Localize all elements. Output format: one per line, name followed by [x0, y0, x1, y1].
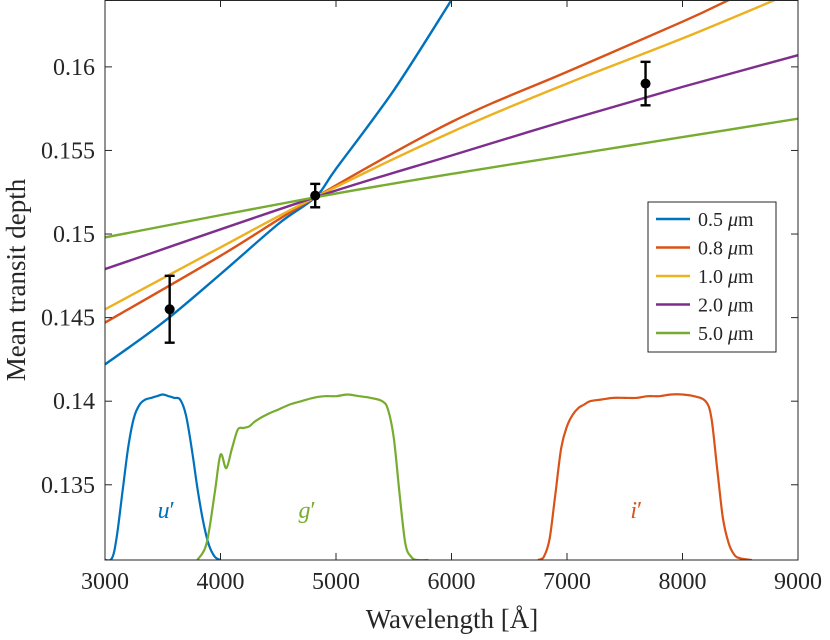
legend-entry: 0.8 μm [656, 238, 754, 260]
y-tick-label: 0.14 [53, 389, 95, 415]
measurement-points [164, 60, 651, 344]
x-tick-label: 3000 [81, 569, 129, 595]
filter-label-g: g′ [299, 498, 316, 524]
filter-curves: u′ g′ i′ [105, 393, 752, 560]
measurement-point [164, 274, 175, 344]
x-tick-label: 7000 [543, 569, 591, 595]
filter-curve-i [537, 393, 752, 560]
legend-entry: 0.5 μm [656, 209, 754, 231]
series-line-2-0 [105, 54, 798, 271]
data-marker [310, 190, 321, 201]
measurement-point [640, 60, 651, 107]
filter-label-u: u′ [158, 498, 175, 524]
y-tick-label: 0.135 [41, 473, 95, 499]
x-axis-label: Wavelength [Å] [366, 604, 539, 634]
series-line-1-0 [105, 0, 776, 311]
legend-label: 0.8 μm [698, 238, 754, 260]
x-tick-label: 6000 [428, 569, 476, 595]
y-tick-label: 0.145 [41, 306, 95, 332]
axis-ticks: 3000 4000 5000 6000 7000 8000 9000 0.135 0.14 0.1… [41, 0, 822, 595]
filter-curve-u [105, 393, 222, 560]
legend-entry: 5.0 μm [656, 323, 754, 345]
x-tick-label: 8000 [659, 569, 707, 595]
filter-label-i: i′ [630, 498, 642, 524]
legend-entry: 2.0 μm [656, 295, 754, 317]
x-tick-label: 4000 [197, 569, 245, 595]
legend-label: 2.0 μm [698, 295, 754, 317]
y-tick-label: 0.16 [53, 55, 95, 81]
model-curves [105, 0, 798, 366]
legend-label: 0.5 μm [698, 209, 754, 231]
legend-label: 1.0 μm [698, 266, 754, 288]
data-marker [164, 304, 175, 315]
legend-label: 5.0 μm [698, 323, 754, 345]
x-tick-label: 9000 [774, 569, 822, 595]
filter-curve-g [196, 393, 429, 560]
y-axis-label: Mean transit depth [1, 178, 31, 381]
legend-entry: 1.0 μm [656, 266, 754, 288]
measurement-point [310, 182, 321, 209]
series-line-5-0 [105, 117, 798, 239]
y-tick-label: 0.15 [53, 222, 95, 248]
series-line-0-8 [105, 0, 730, 324]
y-tick-label: 0.155 [41, 138, 95, 164]
x-tick-label: 5000 [312, 569, 360, 595]
legend: 0.5 μm 0.8 μm 1.0 μm 2.0 μm 5.0 μm [647, 201, 777, 353]
data-marker [640, 78, 651, 89]
